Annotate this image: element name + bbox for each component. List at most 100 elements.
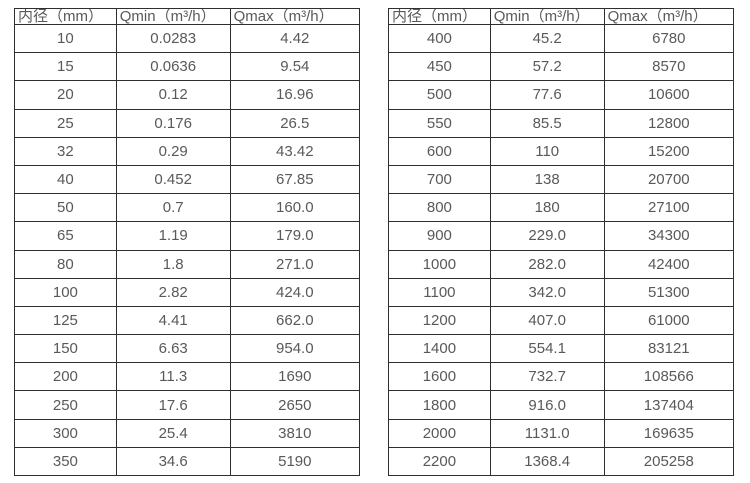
table-cell: 1.19	[115, 221, 231, 251]
table-cell: 1690	[229, 362, 361, 392]
table-cell: 180	[489, 193, 605, 223]
table-cell: 25	[14, 108, 117, 138]
table-row: 450 57.2 8570	[388, 52, 735, 82]
table-cell: 125	[14, 305, 117, 336]
table-row: 2200 1368.4 205258	[388, 446, 735, 477]
table-cell: 1100	[388, 277, 491, 307]
header-row: 内径（mm） Qmin（m³/h） Qmax（m³/h）	[388, 8, 735, 25]
table-cell: 350	[14, 446, 117, 477]
table-cell: 424.0	[229, 277, 361, 307]
table-cell: 1800	[388, 390, 491, 420]
table-cell: 732.7	[489, 362, 605, 392]
table-row: 32 0.29 43.42	[14, 136, 361, 166]
table-row: 2000 1131.0 169635	[388, 418, 735, 448]
table-cell: 20	[14, 80, 117, 110]
column-header: 内径（mm）	[388, 8, 491, 25]
table-cell: 500	[388, 80, 491, 110]
table-cell: 400	[388, 23, 491, 54]
flow-table-large-diameters: 内径（mm） Qmin（m³/h） Qmax（m³/h） 400 45.2 6780 450…	[388, 8, 735, 477]
table-row: 550 85.5 12800	[388, 108, 735, 138]
table-cell: 34300	[603, 221, 735, 251]
table-cell: 954.0	[229, 334, 361, 364]
table-cell: 50	[14, 193, 117, 223]
table-cell: 200	[14, 362, 117, 392]
table-cell: 800	[388, 193, 491, 223]
table-cell: 10600	[603, 80, 735, 110]
table-cell: 138	[489, 164, 605, 195]
table-cell: 42400	[603, 249, 735, 279]
table-row: 200 11.3 1690	[14, 362, 361, 392]
table-cell: 0.12	[115, 80, 231, 110]
table-cell: 17.6	[115, 390, 231, 420]
table-cell: 108566	[603, 362, 735, 392]
table-cell: 1400	[388, 334, 491, 364]
column-header: Qmax（m³/h）	[229, 8, 361, 25]
table-cell: 6780	[603, 23, 735, 54]
table-cell: 40	[14, 164, 117, 195]
table-row: 125 4.41 662.0	[14, 305, 361, 336]
column-header: 内径（mm）	[14, 8, 117, 25]
table-cell: 179.0	[229, 221, 361, 251]
table-cell: 0.176	[115, 108, 231, 138]
table-cell: 5190	[229, 446, 361, 477]
table-cell: 600	[388, 136, 491, 166]
table-row: 250 17.6 2650	[14, 390, 361, 420]
table-cell: 8570	[603, 52, 735, 82]
table-row: 600 110 15200	[388, 136, 735, 166]
table-row: 100 2.82 424.0	[14, 277, 361, 307]
table-cell: 229.0	[489, 221, 605, 251]
table-cell: 80	[14, 249, 117, 279]
table-row: 65 1.19 179.0	[14, 221, 361, 251]
table-cell: 1131.0	[489, 418, 605, 448]
table-row: 400 45.2 6780	[388, 23, 735, 54]
table-row: 700 138 20700	[388, 164, 735, 195]
table-row: 800 180 27100	[388, 193, 735, 223]
table-cell: 83121	[603, 334, 735, 364]
table-cell: 250	[14, 390, 117, 420]
table-row: 300 25.4 3810	[14, 418, 361, 448]
table-cell: 51300	[603, 277, 735, 307]
table-cell: 25.4	[115, 418, 231, 448]
table-cell: 6.63	[115, 334, 231, 364]
table-cell: 1600	[388, 362, 491, 392]
table-row: 1800 916.0 137404	[388, 390, 735, 420]
table-cell: 0.452	[115, 164, 231, 195]
table-cell: 450	[388, 52, 491, 82]
table-row: 1000 282.0 42400	[388, 249, 735, 279]
table-cell: 110	[489, 136, 605, 166]
table-cell: 0.29	[115, 136, 231, 166]
table-cell: 407.0	[489, 305, 605, 336]
table-cell: 4.42	[229, 23, 361, 54]
table-cell: 2.82	[115, 277, 231, 307]
column-header: Qmin（m³/h）	[115, 8, 231, 25]
table-cell: 2200	[388, 446, 491, 477]
table-cell: 160.0	[229, 193, 361, 223]
table-cell: 169635	[603, 418, 735, 448]
table-row: 10 0.0283 4.42	[14, 23, 361, 54]
table-cell: 45.2	[489, 23, 605, 54]
table-cell: 0.0283	[115, 23, 231, 54]
table-cell: 61000	[603, 305, 735, 336]
table-cell: 67.85	[229, 164, 361, 195]
table-cell: 300	[14, 418, 117, 448]
table-cell: 20700	[603, 164, 735, 195]
table-row: 900 229.0 34300	[388, 221, 735, 251]
table-row: 25 0.176 26.5	[14, 108, 361, 138]
table-row: 1100 342.0 51300	[388, 277, 735, 307]
table-cell: 34.6	[115, 446, 231, 477]
table-cell: 100	[14, 277, 117, 307]
table-cell: 700	[388, 164, 491, 195]
table-cell: 342.0	[489, 277, 605, 307]
flow-table-small-diameters: 内径（mm） Qmin（m³/h） Qmax（m³/h） 10 0.0283 4.42 15…	[14, 8, 361, 477]
table-cell: 2000	[388, 418, 491, 448]
table-cell: 12800	[603, 108, 735, 138]
table-cell: 65	[14, 221, 117, 251]
table-cell: 0.7	[115, 193, 231, 223]
column-header: Qmax（m³/h）	[603, 8, 735, 25]
table-cell: 77.6	[489, 80, 605, 110]
table-row: 40 0.452 67.85	[14, 164, 361, 195]
table-cell: 150	[14, 334, 117, 364]
table-row: 20 0.12 16.96	[14, 80, 361, 110]
table-cell: 1200	[388, 305, 491, 336]
table-cell: 15	[14, 52, 117, 82]
